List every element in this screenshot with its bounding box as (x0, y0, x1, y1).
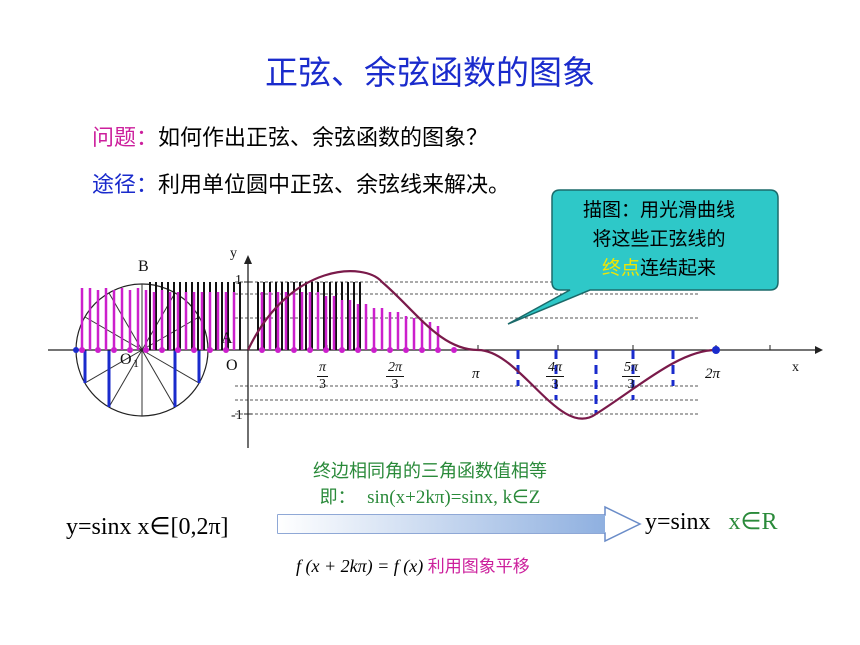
circle-left-point (73, 347, 79, 353)
approach-label: 途径： (92, 173, 159, 198)
shift-formula: f (x + 2kπ) = f (x) 利用图象平移 (296, 552, 530, 577)
callout-line2: 将这些正弦线的 (592, 228, 726, 250)
origin-left-label: O (120, 351, 132, 368)
approach-text: 利用单位圆中正弦、余弦线来解决。 (158, 173, 511, 198)
callout-line1: 描图：用光滑曲线 (582, 199, 735, 221)
point-B-label: B (138, 258, 149, 275)
x-axis-arrow (815, 346, 823, 354)
tick-pi: π (472, 366, 480, 382)
shift-arrow (277, 505, 642, 543)
periodicity-note: 终边相同角的三角函数值相等 即： sin(x+2kπ)=sinx, k∈Z (250, 459, 610, 511)
periodicity-line2: 即： sin(x+2kπ)=sinx, k∈Z (250, 485, 610, 511)
tick-4pi-3: 4π 3 (546, 360, 565, 392)
periodicity-line1: 终边相同角的三角函数值相等 (313, 461, 547, 482)
right-formula-main: y=sinx (645, 509, 711, 535)
right-formula: y=sinx x∈R (645, 507, 777, 536)
x-axis-label: x (792, 360, 799, 375)
callout-line3-rest: 连结起来 (640, 257, 717, 279)
question-line: 问题：如何作出正弦、余弦函数的图象？ (92, 120, 488, 152)
circle-sine-lines-blue (83, 350, 201, 407)
tick-2pi-3: 2π 3 (386, 360, 405, 392)
magenta-lines (80, 288, 440, 350)
tick-2pi: 2π (705, 366, 721, 382)
tick-5pi-3: 5π 3 (622, 360, 641, 392)
callout-highlight: 终点 (601, 257, 640, 279)
approach-line: 途径：利用单位圆中正弦、余弦线来解决。 (92, 167, 510, 199)
end-point (712, 346, 720, 354)
y-axis-label: y (230, 246, 237, 261)
origin-main-label: O (226, 357, 238, 374)
y-tick-1-label: 1 (235, 273, 242, 288)
sine-curve (247, 270, 717, 420)
left-formula: y=sinx x∈[0,2π] (66, 514, 229, 540)
periodicity-label: 即： (319, 487, 356, 508)
x-ticks (326, 345, 771, 350)
magenta-dots (79, 347, 457, 353)
y-axis-arrow (244, 255, 252, 264)
shift-text: 利用图象平移 (427, 557, 530, 577)
dense-black-lines (149, 282, 361, 350)
right-formula-domain: x∈R (728, 509, 778, 535)
shift-equation: f (x + 2kπ) = f (x) (296, 556, 424, 576)
y-tick-minus1-label: -1 (231, 408, 243, 423)
origin-small-label: 1 (133, 356, 139, 370)
periodicity-equation: sin(x+2kπ)=sinx, k∈Z (367, 487, 541, 508)
callout-bubble (507, 189, 779, 325)
point-A-label: A (221, 330, 233, 347)
callout-line3: 终点连结起来 (548, 254, 770, 283)
question-label: 问题： (92, 126, 159, 151)
question-text: 如何作出正弦、余弦函数的图象？ (158, 126, 489, 151)
page-title: 正弦、余弦函数的图象 (265, 53, 595, 92)
blue-dashed-sine-lines (516, 350, 675, 414)
callout-text: 描图：用光滑曲线 将这些正弦线的 终点连结起来 (548, 196, 770, 283)
